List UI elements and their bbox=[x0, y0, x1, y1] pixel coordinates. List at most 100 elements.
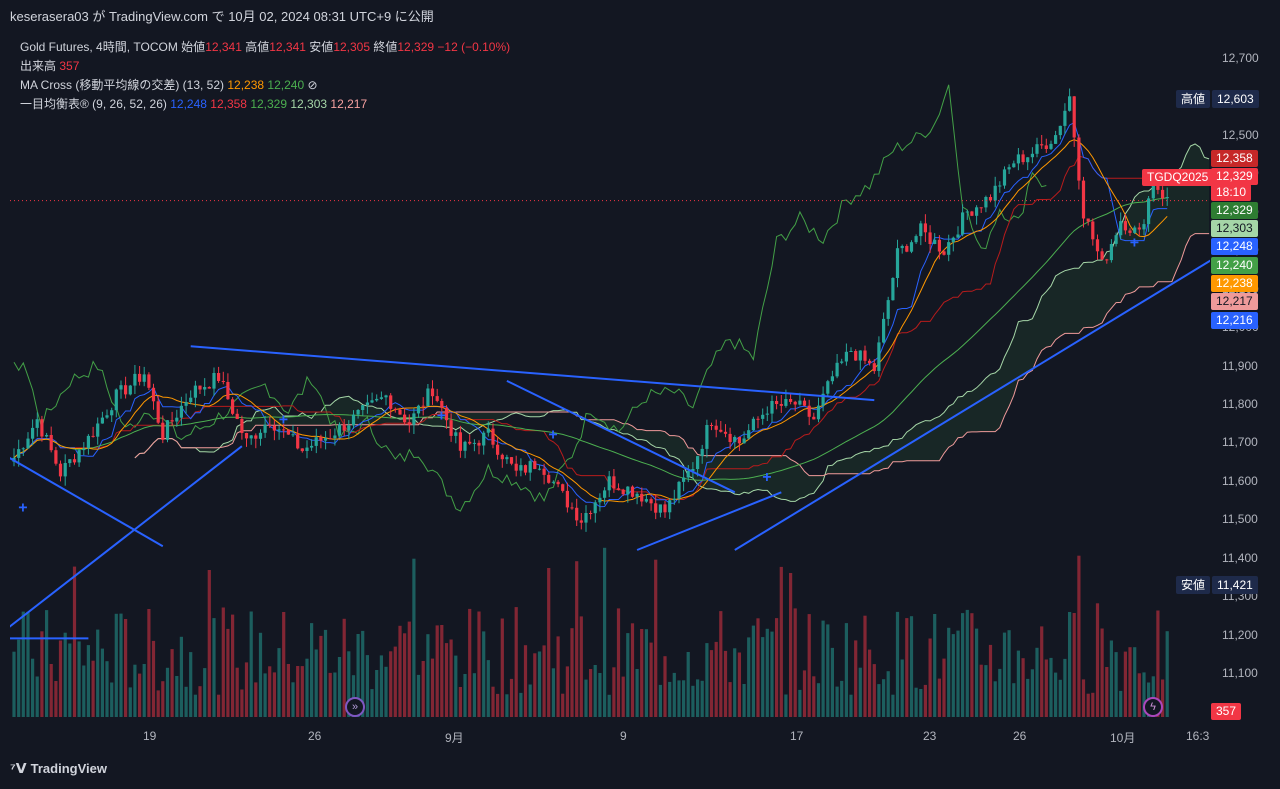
candle-body bbox=[323, 438, 328, 441]
volume-bar bbox=[356, 634, 360, 717]
legend-ma-row[interactable]: MA Cross (移動平均線の交差) (13, 52) 12,238 12,2… bbox=[20, 76, 510, 95]
legend-symbol[interactable]: Gold Futures, 4時間, TOCOM bbox=[20, 40, 178, 54]
candle-body bbox=[644, 499, 648, 502]
volume-bar bbox=[1077, 555, 1081, 717]
ma-cross-marker: + bbox=[437, 408, 446, 425]
candle-body bbox=[575, 507, 579, 521]
candle-body bbox=[895, 248, 900, 278]
candle-body bbox=[975, 207, 979, 216]
volume-bar bbox=[951, 634, 955, 717]
volume-bar bbox=[607, 694, 611, 717]
candle-body bbox=[217, 373, 221, 381]
tradingview-logo[interactable]: ⁷𝗩 TradingView bbox=[10, 760, 107, 777]
candle-body bbox=[1114, 235, 1118, 244]
ma-fast-tag-text: 12,238 bbox=[1216, 276, 1253, 290]
candle-body bbox=[849, 351, 853, 352]
volume-bar bbox=[282, 612, 286, 717]
volume-bar bbox=[700, 680, 704, 717]
volume-bar bbox=[1035, 647, 1039, 717]
high-side-label: 高値 bbox=[1176, 90, 1211, 108]
y-tick-label: 11,400 bbox=[1222, 550, 1258, 565]
candle-body bbox=[82, 448, 86, 451]
volume-bar bbox=[542, 645, 546, 717]
candle-body bbox=[668, 500, 672, 513]
volume-bar bbox=[361, 630, 365, 717]
volume-bar bbox=[872, 664, 876, 717]
candle-body bbox=[696, 456, 700, 469]
ichimoku-cloud bbox=[134, 144, 1210, 502]
candle-body bbox=[1128, 230, 1132, 233]
legend-volume-row[interactable]: 出来高 357 bbox=[20, 57, 510, 76]
candle-body bbox=[198, 385, 202, 390]
volume-bar bbox=[333, 672, 337, 717]
candle-body bbox=[509, 457, 514, 464]
legend-change: −12 (−0.10%) bbox=[437, 40, 511, 54]
candle-body bbox=[951, 237, 955, 243]
candle-body bbox=[35, 419, 39, 428]
volume-bar bbox=[830, 647, 834, 717]
volume-bar bbox=[895, 611, 900, 717]
candle-body bbox=[305, 447, 309, 451]
candle-body bbox=[412, 413, 416, 425]
volume-bar bbox=[49, 664, 53, 717]
candle-body bbox=[1156, 184, 1160, 190]
volume-bar bbox=[844, 623, 848, 717]
volume-bar bbox=[658, 684, 662, 717]
volume-bar bbox=[956, 630, 960, 717]
span-b-tag-text: 12,217 bbox=[1216, 294, 1253, 308]
volume-bar bbox=[58, 640, 63, 717]
hide-icon[interactable]: ⊘ bbox=[307, 78, 318, 92]
legend-ichimoku-row[interactable]: 一目均衡表® (9, 26, 52, 26) 12,248 12,358 12,… bbox=[20, 95, 510, 114]
candle-body bbox=[212, 373, 216, 389]
legend-ma-fast: 12,238 bbox=[227, 78, 265, 92]
candle-body bbox=[203, 387, 207, 390]
last-low-tag: 12,216 bbox=[1211, 312, 1258, 329]
candle-body bbox=[226, 382, 230, 400]
time-axis[interactable]: 19 26 9月 9 17 23 26 10月 16:3 bbox=[10, 721, 1210, 749]
legend-low: 12,305 bbox=[333, 40, 371, 54]
volume-bar bbox=[756, 618, 760, 717]
volume-bar bbox=[114, 613, 118, 717]
price-chart-svg[interactable]: + + + + + + bbox=[8, 34, 1247, 721]
volume-bar bbox=[551, 668, 555, 717]
candle-body bbox=[654, 503, 658, 513]
volume-bar bbox=[737, 652, 741, 717]
countdown-tag: 18:10 bbox=[1211, 184, 1252, 201]
volume-bar bbox=[579, 616, 583, 717]
price-axis[interactable]: 12,70012,60012,50012,40012,30012,20012,1… bbox=[1210, 34, 1280, 721]
candle-body bbox=[965, 211, 969, 213]
x-tick-label: 10月 bbox=[1110, 731, 1136, 745]
volume-bar bbox=[1161, 679, 1165, 717]
candle-body bbox=[268, 424, 272, 426]
volume-bar bbox=[779, 566, 783, 717]
volume-bar bbox=[212, 618, 216, 717]
candle-body bbox=[96, 423, 100, 437]
trend-line bbox=[190, 345, 875, 402]
chart-area[interactable]: + + + + + + bbox=[8, 34, 1247, 721]
legend-high: 12,341 bbox=[269, 40, 306, 54]
volume-bar bbox=[193, 694, 197, 717]
ma-fast-tag: 12,238 bbox=[1211, 275, 1258, 292]
volume-bar bbox=[644, 629, 648, 717]
symbol-tag: TGDQ2025 bbox=[1142, 169, 1214, 186]
high-value-tag: 12,603 bbox=[1212, 90, 1259, 108]
event-forward-icon[interactable]: » bbox=[345, 697, 365, 717]
event-bolt-icon[interactable]: ϟ bbox=[1143, 697, 1163, 717]
volume-bar bbox=[714, 641, 718, 717]
candle-body bbox=[1049, 143, 1053, 149]
candle-body bbox=[868, 360, 872, 364]
candle-body bbox=[1012, 163, 1016, 168]
candle-body bbox=[138, 373, 142, 382]
volume-bar bbox=[742, 684, 746, 717]
volume-bar bbox=[1063, 658, 1067, 717]
candle-body bbox=[928, 232, 932, 244]
candle-body bbox=[942, 251, 946, 255]
volume-bar bbox=[942, 658, 946, 717]
publish-line: keserasera03 が TradingView.com で 10月 02,… bbox=[10, 9, 434, 24]
volume-bar bbox=[919, 689, 923, 717]
volume-bar bbox=[403, 633, 407, 717]
candle-body bbox=[365, 402, 369, 406]
candle-body bbox=[1063, 110, 1067, 126]
candle-body bbox=[300, 448, 304, 452]
volume-bar bbox=[244, 662, 249, 717]
